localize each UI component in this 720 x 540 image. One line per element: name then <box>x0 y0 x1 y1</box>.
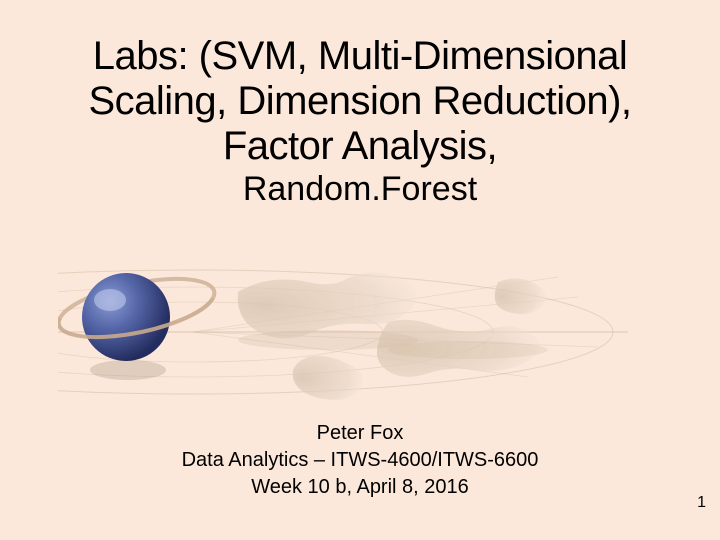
slide-title: Labs: (SVM, Multi-Dimensional Scaling, D… <box>35 34 685 168</box>
world-map-icon <box>238 272 548 399</box>
orbit-ring-back-icon <box>60 279 214 318</box>
author-name: Peter Fox <box>0 420 720 447</box>
orbit-ring-front-icon <box>59 298 213 337</box>
author-block: Peter Fox Data Analytics – ITWS-4600/ITW… <box>0 420 720 501</box>
slide: Labs: (SVM, Multi-Dimensional Scaling, D… <box>0 0 720 540</box>
title-block: Labs: (SVM, Multi-Dimensional Scaling, D… <box>35 34 685 209</box>
slide-subtitle: Random.Forest <box>35 170 685 209</box>
globe-decoration <box>58 222 618 422</box>
course-code: Data Analytics – ITWS-4600/ITWS-6600 <box>0 447 720 474</box>
grid-plane-icon <box>58 270 628 394</box>
globe-sphere-icon <box>82 273 170 380</box>
page-number: 1 <box>697 494 706 512</box>
week-date: Week 10 b, April 8, 2016 <box>0 474 720 501</box>
